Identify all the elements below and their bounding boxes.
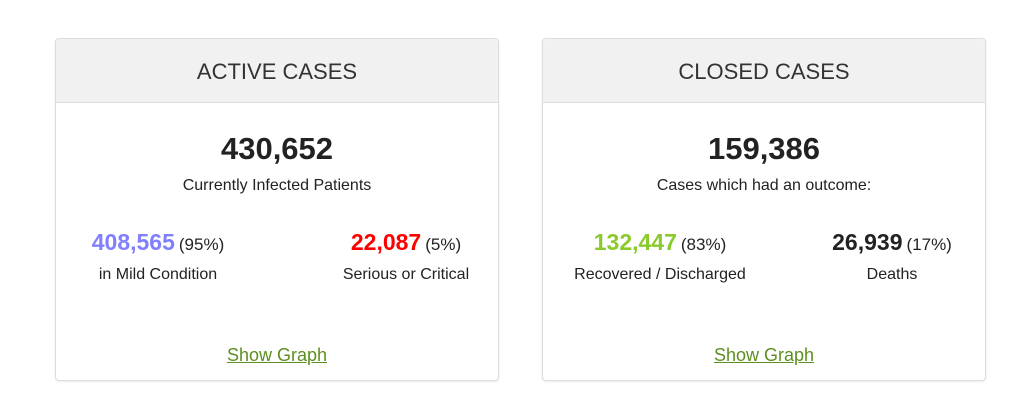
- breakdown-count: 22,087: [350, 229, 422, 255]
- case-card: ACTIVE CASES 430,652 Currently Infected Pa…: [55, 38, 499, 381]
- breakdown-label: Serious or Critical: [342, 266, 470, 283]
- breakdown-percent: (95%): [178, 235, 225, 254]
- card-title: ACTIVE CASES: [56, 39, 498, 103]
- breakdown-percent: (83%): [680, 235, 727, 254]
- link-row: Show Graph: [543, 345, 985, 366]
- breakdown-percent: (5%): [425, 235, 462, 254]
- total-count: 159,386: [707, 131, 821, 166]
- breakdown-label: Recovered / Discharged: [574, 266, 746, 283]
- total-description: Currently Infected Patients: [182, 177, 372, 194]
- breakdown-percent: (17%): [906, 235, 952, 254]
- breakdown-item: 132,447 (83%) Recovered / Discharged: [560, 229, 760, 284]
- breakdown-label: in Mild Condition: [98, 266, 218, 283]
- card-title: CLOSED CASES: [543, 39, 985, 103]
- breakdown-item: 408,565 (95%) in Mild Condition: [58, 229, 258, 284]
- link-row: Show Graph: [56, 345, 498, 366]
- total-count: 430,652: [220, 131, 334, 166]
- case-card: CLOSED CASES 159,386 Cases which had an ou…: [542, 38, 986, 381]
- show-graph-link[interactable]: Show Graph: [713, 345, 815, 365]
- breakdown-label: Deaths: [866, 266, 918, 283]
- breakdown-count: 132,447: [593, 229, 677, 255]
- breakdown-item: 22,087 (5%) Serious or Critical: [306, 229, 506, 284]
- show-graph-link[interactable]: Show Graph: [226, 345, 328, 365]
- breakdown-count: 408,565: [91, 229, 175, 255]
- total-description: Cases which had an outcome:: [656, 177, 872, 194]
- breakdown-count: 26,939: [832, 229, 903, 255]
- breakdown-item: 26,939 (17%) Deaths: [792, 229, 992, 284]
